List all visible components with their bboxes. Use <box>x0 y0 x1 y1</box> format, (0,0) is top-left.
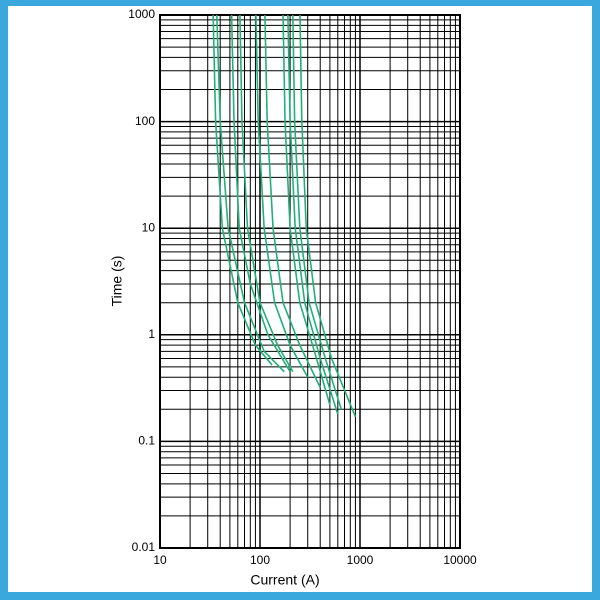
curve <box>216 14 285 373</box>
chart: Current (A) Time (s) 10 100 1000 10000 0.01 0… <box>109 7 477 588</box>
curve <box>287 14 339 415</box>
y-axis-label: Time (s) <box>109 256 125 307</box>
x-tick-label: 10 <box>153 553 167 567</box>
plot-frame <box>159 14 461 549</box>
curve <box>212 14 273 366</box>
y-tick-label: 1 <box>148 327 155 341</box>
curve <box>239 14 294 373</box>
grid <box>159 14 461 549</box>
curve <box>292 14 343 410</box>
y-tick-label: 10 <box>142 220 156 234</box>
frame: Current (A) Time (s) 10 100 1000 10000 0.01 0… <box>8 6 592 592</box>
y-tick-label: 1000 <box>128 7 155 21</box>
x-tick-label: 100 <box>250 553 270 567</box>
x-tick-label: 10000 <box>443 553 477 567</box>
y-tick-label: 100 <box>135 114 155 128</box>
curve <box>264 14 321 388</box>
x-axis-label: Current (A) <box>250 572 319 588</box>
y-tick-label: 0.01 <box>132 540 156 554</box>
y-tick-label: 0.1 <box>138 434 155 448</box>
x-tick-label: 1000 <box>347 553 374 567</box>
curve <box>282 14 331 406</box>
curve <box>230 14 291 373</box>
curve <box>255 14 309 378</box>
curve <box>299 14 357 418</box>
